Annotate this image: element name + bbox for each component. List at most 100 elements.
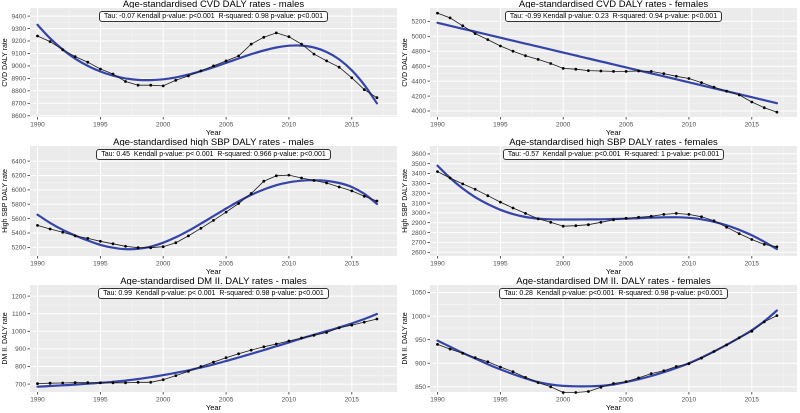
svg-text:8800: 8800 xyxy=(12,88,27,95)
data-point xyxy=(212,64,215,68)
svg-text:3000: 3000 xyxy=(412,210,427,217)
svg-text:1000: 1000 xyxy=(12,329,27,336)
data-point xyxy=(136,380,140,384)
data-point xyxy=(712,350,716,353)
svg-text:1990: 1990 xyxy=(430,397,445,404)
data-point xyxy=(649,214,653,218)
svg-text:1995: 1995 xyxy=(493,122,508,129)
svg-text:2000: 2000 xyxy=(156,122,171,129)
svg-text:3400: 3400 xyxy=(412,171,427,178)
data-point xyxy=(325,181,328,185)
data-point xyxy=(612,218,615,222)
data-point xyxy=(174,374,178,377)
plot-area: 850 900 950 1000 1050 1990 1995 2000 2005 2010 201… xyxy=(402,285,797,412)
data-point xyxy=(587,69,590,72)
data-point xyxy=(725,89,728,93)
data-point xyxy=(199,226,203,230)
svg-text:950: 950 xyxy=(415,337,426,344)
svg-text:2015: 2015 xyxy=(345,261,360,268)
smooth-trend-line xyxy=(436,164,778,251)
data-point xyxy=(174,78,178,82)
chart-title: Age-standardised high SBP DALY rates - m… xyxy=(113,138,314,148)
data-point xyxy=(473,356,477,359)
data-point xyxy=(111,72,115,76)
svg-text:850: 850 xyxy=(415,384,426,391)
svg-text:8900: 8900 xyxy=(12,76,27,83)
data-point xyxy=(362,194,366,198)
data-point xyxy=(737,336,741,340)
data-point xyxy=(36,34,39,38)
data-point xyxy=(300,336,303,340)
data-point xyxy=(775,314,779,317)
data-point xyxy=(712,85,716,89)
data-point xyxy=(662,72,666,75)
data-point xyxy=(536,217,540,221)
observed-line xyxy=(37,32,378,99)
data-point xyxy=(524,54,527,58)
chart-title: Age-standardised CVD DALY rates - female… xyxy=(518,0,709,10)
svg-text:2015: 2015 xyxy=(345,122,360,129)
data-point xyxy=(436,343,439,346)
svg-text:4200: 4200 xyxy=(412,93,427,100)
svg-text:2005: 2005 xyxy=(619,122,634,129)
data-point xyxy=(86,237,90,240)
svg-text:CVD DALY rate: CVD DALY rate xyxy=(402,38,409,86)
data-point xyxy=(549,385,553,389)
data-point xyxy=(762,243,766,246)
data-point xyxy=(199,69,203,73)
svg-text:9100: 9100 xyxy=(12,51,27,58)
plot-area: 8600 8700 8800 8900 9000 9100 9200 9300 9400 1990… xyxy=(2,8,397,137)
data-point xyxy=(762,320,766,324)
svg-text:1995: 1995 xyxy=(93,261,108,268)
data-point xyxy=(486,194,490,198)
svg-text:CVD DALY rate: CVD DALY rate xyxy=(2,38,9,86)
plot-area: 2600 2700 2800 2900 3000 3100 3200 3300 3400 3500… xyxy=(402,146,797,276)
data-point xyxy=(524,376,527,379)
data-point xyxy=(362,88,366,91)
chart-panel-sbp-males: Age-standardised high SBP DALY rates - m… xyxy=(0,138,400,277)
svg-text:Year: Year xyxy=(606,267,622,276)
data-point xyxy=(624,70,628,73)
chart-panel-sbp-females: Age-standardised high SBP DALY rates - f… xyxy=(400,138,800,277)
chart-panel-dm2-males: Age-standardised DM II. DALY rates - mal… xyxy=(0,277,400,413)
data-point xyxy=(99,381,102,385)
smooth-trend-line xyxy=(36,23,378,105)
data-point xyxy=(687,213,691,216)
chart-title: Age-standardised DM II. DALY rates - fem… xyxy=(516,277,711,287)
data-point xyxy=(599,69,603,73)
data-point xyxy=(662,369,666,373)
svg-text:3300: 3300 xyxy=(412,181,427,188)
data-point xyxy=(224,356,228,360)
data-point xyxy=(99,67,102,71)
data-point xyxy=(687,362,691,366)
svg-text:9200: 9200 xyxy=(12,38,27,45)
data-point xyxy=(599,220,603,224)
data-point xyxy=(36,224,39,227)
data-point xyxy=(73,381,77,385)
data-point xyxy=(687,77,691,80)
data-point xyxy=(700,356,703,360)
svg-text:9300: 9300 xyxy=(12,26,27,33)
data-point xyxy=(174,241,178,245)
svg-text:900: 900 xyxy=(415,360,426,367)
data-point xyxy=(511,206,515,210)
data-point xyxy=(48,227,52,231)
data-point xyxy=(524,212,527,215)
chart-title: Age-standardised high SBP DALY rates - f… xyxy=(509,138,718,148)
svg-text:2000: 2000 xyxy=(156,261,171,268)
chart-panel-dm2-females: Age-standardised DM II. DALY rates - fem… xyxy=(400,277,800,413)
svg-text:2005: 2005 xyxy=(619,261,634,268)
data-point xyxy=(511,49,515,53)
svg-text:Year: Year xyxy=(206,267,222,276)
data-point xyxy=(274,342,278,346)
svg-text:3600: 3600 xyxy=(412,151,427,158)
svg-text:1995: 1995 xyxy=(493,397,508,404)
data-point xyxy=(325,59,328,63)
data-point xyxy=(249,192,253,195)
observed-line xyxy=(37,318,377,384)
data-point xyxy=(36,382,39,385)
smooth-trend-line xyxy=(36,312,378,388)
data-point xyxy=(649,372,653,375)
svg-text:DM II. DALY rate: DM II. DALY rate xyxy=(2,312,9,364)
